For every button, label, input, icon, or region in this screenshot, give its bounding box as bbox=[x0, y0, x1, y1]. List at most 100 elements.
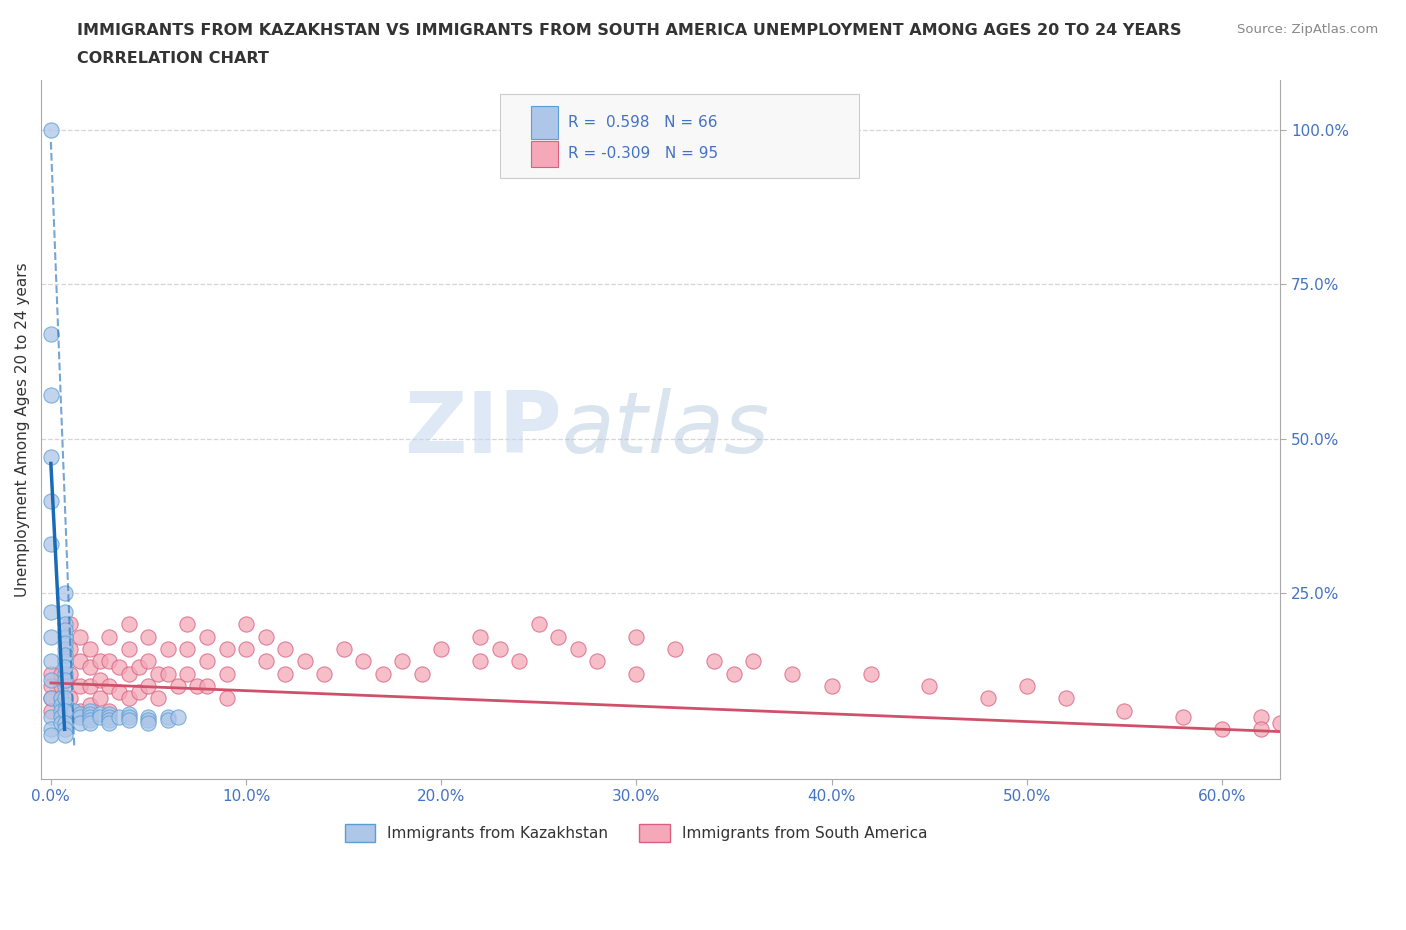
Point bbox=[742, 654, 765, 669]
Point bbox=[39, 388, 62, 403]
Point bbox=[53, 617, 76, 631]
Point bbox=[98, 629, 121, 644]
Point bbox=[49, 710, 72, 724]
Point bbox=[69, 707, 91, 722]
Point bbox=[79, 642, 101, 657]
Text: CORRELATION CHART: CORRELATION CHART bbox=[77, 51, 269, 66]
Point bbox=[391, 654, 413, 669]
Point bbox=[79, 660, 101, 675]
Point bbox=[55, 698, 77, 712]
Point bbox=[59, 642, 82, 657]
Point bbox=[1250, 710, 1272, 724]
Point bbox=[79, 712, 101, 727]
Point bbox=[108, 710, 131, 724]
Point bbox=[39, 654, 62, 669]
Legend: Immigrants from Kazakhstan, Immigrants from South America: Immigrants from Kazakhstan, Immigrants f… bbox=[339, 818, 934, 848]
Point bbox=[79, 703, 101, 718]
Point bbox=[1114, 703, 1136, 718]
Point bbox=[98, 703, 121, 718]
Point bbox=[98, 716, 121, 731]
Point bbox=[59, 666, 82, 681]
Point bbox=[274, 666, 297, 681]
Point bbox=[723, 666, 745, 681]
Point bbox=[195, 679, 218, 694]
Point bbox=[49, 698, 72, 712]
Point bbox=[235, 617, 257, 631]
Point bbox=[508, 654, 530, 669]
Point bbox=[156, 712, 179, 727]
Point bbox=[586, 654, 609, 669]
Text: ZIP: ZIP bbox=[404, 388, 561, 471]
Text: R =  0.598   N = 66: R = 0.598 N = 66 bbox=[568, 114, 717, 129]
Point bbox=[108, 684, 131, 699]
Point bbox=[176, 617, 198, 631]
Point bbox=[53, 691, 76, 706]
Point bbox=[195, 654, 218, 669]
Point bbox=[254, 654, 277, 669]
Point bbox=[859, 666, 882, 681]
Point bbox=[1211, 722, 1233, 737]
Point bbox=[411, 666, 433, 681]
Point bbox=[314, 666, 336, 681]
Point bbox=[166, 710, 188, 724]
Point bbox=[186, 679, 208, 694]
Point bbox=[118, 666, 141, 681]
Point bbox=[118, 710, 141, 724]
Point bbox=[527, 617, 550, 631]
Point bbox=[176, 666, 198, 681]
Point bbox=[118, 642, 141, 657]
Point bbox=[1289, 728, 1312, 743]
Point bbox=[488, 642, 510, 657]
Point bbox=[371, 666, 394, 681]
Point bbox=[195, 629, 218, 644]
Point bbox=[79, 698, 101, 712]
Point bbox=[89, 672, 111, 687]
Point bbox=[664, 642, 686, 657]
Point bbox=[79, 679, 101, 694]
Point bbox=[59, 707, 82, 722]
FancyBboxPatch shape bbox=[530, 106, 558, 140]
Point bbox=[98, 712, 121, 727]
Point bbox=[98, 679, 121, 694]
Point bbox=[156, 710, 179, 724]
Point bbox=[79, 707, 101, 722]
Point bbox=[39, 722, 62, 737]
Point bbox=[156, 642, 179, 657]
Point bbox=[53, 604, 76, 619]
Point bbox=[53, 647, 76, 662]
Point bbox=[39, 691, 62, 706]
Point bbox=[108, 660, 131, 675]
Point bbox=[98, 707, 121, 722]
Point bbox=[118, 712, 141, 727]
Point bbox=[69, 703, 91, 718]
Text: IMMIGRANTS FROM KAZAKHSTAN VS IMMIGRANTS FROM SOUTH AMERICA UNEMPLOYMENT AMONG A: IMMIGRANTS FROM KAZAKHSTAN VS IMMIGRANTS… bbox=[77, 23, 1182, 38]
Point bbox=[39, 326, 62, 341]
FancyBboxPatch shape bbox=[530, 140, 558, 167]
Point bbox=[98, 654, 121, 669]
Point bbox=[53, 716, 76, 731]
Point bbox=[1171, 710, 1194, 724]
Y-axis label: Unemployment Among Ages 20 to 24 years: Unemployment Among Ages 20 to 24 years bbox=[15, 262, 30, 597]
Point bbox=[53, 728, 76, 743]
Point bbox=[128, 660, 150, 675]
Point bbox=[166, 679, 188, 694]
Point bbox=[39, 666, 62, 681]
Point bbox=[820, 679, 842, 694]
Point bbox=[294, 654, 316, 669]
Point bbox=[53, 586, 76, 601]
Point bbox=[49, 703, 72, 718]
Point bbox=[69, 629, 91, 644]
Point bbox=[53, 679, 76, 694]
Point bbox=[782, 666, 804, 681]
Point bbox=[138, 712, 160, 727]
Point bbox=[138, 629, 160, 644]
Point bbox=[69, 710, 91, 724]
Point bbox=[59, 691, 82, 706]
Point bbox=[53, 629, 76, 644]
Text: Source: ZipAtlas.com: Source: ZipAtlas.com bbox=[1237, 23, 1378, 36]
Point bbox=[156, 666, 179, 681]
Point bbox=[39, 710, 62, 724]
Point bbox=[1250, 722, 1272, 737]
Point bbox=[39, 679, 62, 694]
Point bbox=[69, 654, 91, 669]
